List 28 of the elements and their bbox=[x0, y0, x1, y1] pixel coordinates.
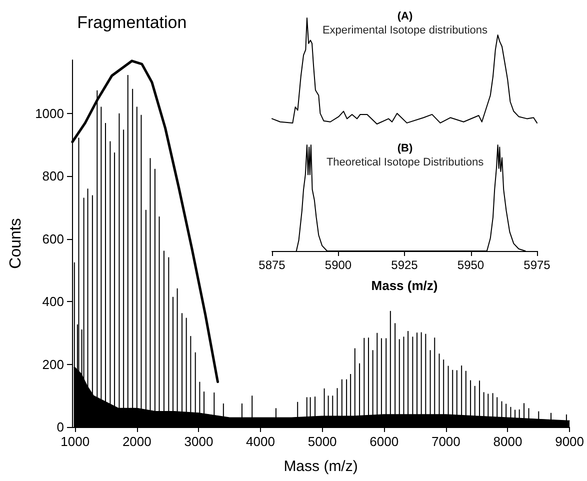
x-tick-label: 8000 bbox=[493, 434, 522, 449]
x-tick-label: 5875 bbox=[258, 258, 286, 272]
x-tick-label: 5900 bbox=[324, 258, 352, 272]
x-axis-title: Mass (m/z) bbox=[284, 458, 358, 475]
chart-title: (B) bbox=[397, 142, 413, 154]
x-tick-label: 7000 bbox=[431, 434, 460, 449]
y-tick-label: 400 bbox=[42, 294, 64, 310]
text: Experimental Isotope distributions bbox=[322, 24, 488, 36]
x-tick-label: 3000 bbox=[184, 434, 214, 449]
x-tick-label: 4000 bbox=[246, 434, 275, 449]
x-tick-label: 1000 bbox=[60, 434, 90, 449]
x-tick-label: 5925 bbox=[391, 258, 418, 272]
x-tick-label: 9000 bbox=[555, 434, 584, 449]
y-tick-label: 800 bbox=[42, 168, 64, 184]
y-tick-label: 1000 bbox=[35, 106, 64, 121]
x-tick-label: 5975 bbox=[524, 258, 551, 272]
x-tick-label: 5950 bbox=[457, 258, 484, 272]
text: Theoretical Isotope Distributions bbox=[326, 156, 484, 168]
y-axis-title: Counts bbox=[8, 218, 25, 269]
x-tick-label: 6000 bbox=[370, 434, 399, 449]
y-tick-label: 200 bbox=[42, 356, 64, 372]
chart-title: (A) bbox=[397, 10, 413, 22]
annotation: Fragmentation bbox=[77, 12, 187, 32]
x-tick-label: 5000 bbox=[308, 434, 337, 449]
y-tick-label: 600 bbox=[42, 231, 64, 246]
x-tick-label: 2000 bbox=[122, 434, 152, 449]
x-axis-title: Mass (m/z) bbox=[371, 278, 438, 293]
y-tick-label: 0 bbox=[56, 420, 64, 434]
